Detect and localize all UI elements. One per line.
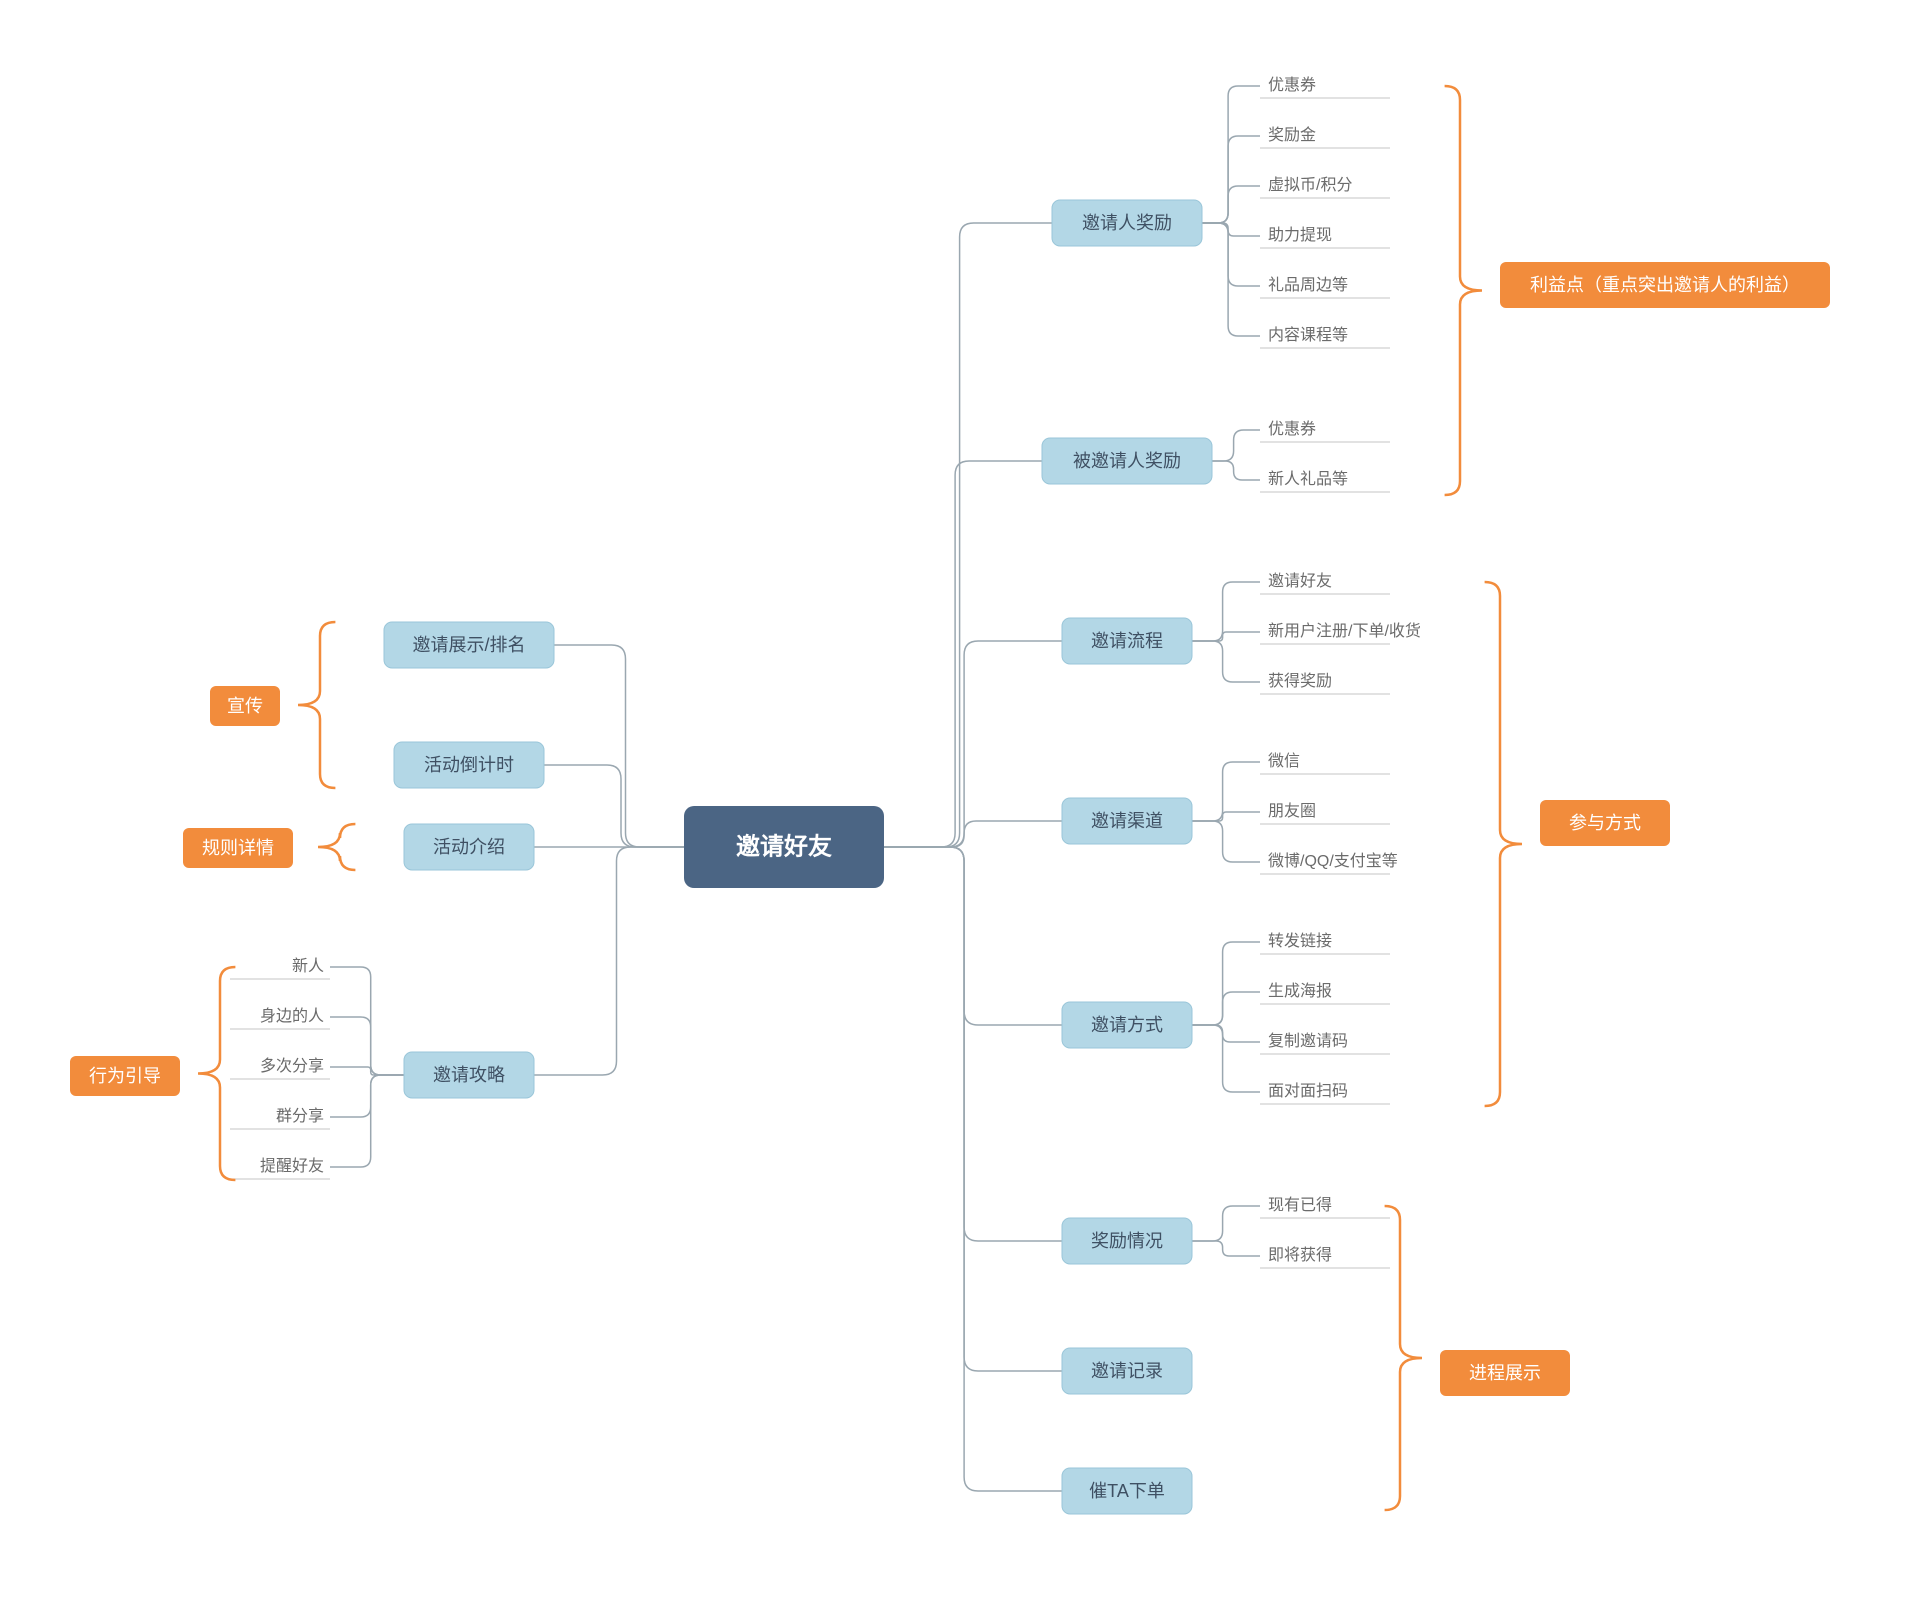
- leaf-label: 获得奖励: [1268, 672, 1332, 690]
- connector: [1192, 1241, 1260, 1256]
- leaf-label: 优惠券: [1268, 76, 1316, 94]
- brace: [1385, 1206, 1422, 1510]
- leaf-label: 新用户注册/下单/收货: [1268, 622, 1421, 640]
- node-label: 邀请流程: [1091, 631, 1163, 651]
- connector: [1192, 632, 1260, 641]
- connector: [330, 1075, 404, 1117]
- tag-label: 规则详情: [202, 838, 274, 858]
- tag-label: 参与方式: [1569, 813, 1641, 833]
- connector: [884, 461, 1042, 847]
- connector: [884, 847, 1062, 1491]
- leaf-label: 微信: [1268, 752, 1300, 770]
- connector: [534, 847, 684, 1075]
- node-label: 邀请攻略: [433, 1065, 505, 1085]
- leaf-label: 群分享: [276, 1107, 324, 1125]
- leaf-label: 提醒好友: [260, 1157, 324, 1175]
- connector: [884, 223, 1052, 847]
- connector: [1202, 136, 1260, 223]
- node-label: 邀请记录: [1091, 1361, 1163, 1381]
- connector: [1212, 461, 1260, 480]
- connector: [1202, 186, 1260, 223]
- connector: [884, 821, 1062, 847]
- leaf-label: 复制邀请码: [1268, 1032, 1348, 1050]
- leaf-label: 虚拟币/积分: [1268, 176, 1352, 194]
- tag-label: 行为引导: [89, 1066, 161, 1086]
- connector: [1212, 430, 1260, 461]
- connector: [1202, 223, 1260, 286]
- tag-label: 宣传: [227, 696, 263, 716]
- root-label: 邀请好友: [736, 833, 832, 860]
- connector: [1202, 223, 1260, 236]
- connector: [1192, 821, 1260, 862]
- leaf-label: 朋友圈: [1268, 802, 1316, 820]
- leaf-label: 身边的人: [260, 1007, 324, 1025]
- leaf-label: 新人: [292, 957, 324, 975]
- tag-label: 进程展示: [1469, 1363, 1541, 1383]
- connector: [1192, 942, 1260, 1025]
- leaf-label: 面对面扫码: [1268, 1082, 1348, 1100]
- connector: [1192, 992, 1260, 1025]
- leaf-label: 即将获得: [1268, 1246, 1332, 1264]
- connector: [1192, 1206, 1260, 1241]
- leaf-label: 转发链接: [1268, 932, 1332, 950]
- connector: [330, 967, 404, 1075]
- mindmap-svg: 优惠券奖励金虚拟币/积分助力提现礼品周边等内容课程等优惠券新人礼品等邀请好友新用…: [0, 0, 1920, 1615]
- node-label: 邀请渠道: [1091, 811, 1163, 831]
- leaf-label: 内容课程等: [1268, 326, 1348, 344]
- leaf-label: 新人礼品等: [1268, 470, 1348, 488]
- leaf-label: 现有已得: [1268, 1196, 1332, 1214]
- leaf-label: 优惠券: [1268, 420, 1316, 438]
- leaf-label: 奖励金: [1268, 126, 1316, 144]
- tag-label: 利益点（重点突出邀请人的利益）: [1530, 275, 1800, 295]
- connector: [884, 641, 1062, 847]
- leaf-label: 微博/QQ/支付宝等: [1268, 852, 1398, 870]
- connector: [330, 1067, 404, 1075]
- brace: [198, 967, 235, 1180]
- connector: [1202, 86, 1260, 223]
- connector: [1202, 223, 1260, 336]
- node-label: 邀请方式: [1091, 1015, 1163, 1035]
- node-label: 催TA下单: [1089, 1481, 1165, 1501]
- leaf-label: 多次分享: [260, 1057, 324, 1075]
- brace: [1445, 86, 1482, 495]
- connector: [884, 847, 1062, 1371]
- connector: [884, 847, 1062, 1241]
- brace: [298, 622, 335, 788]
- connector: [1192, 1025, 1260, 1042]
- connector: [1192, 812, 1260, 821]
- node-label: 活动倒计时: [424, 755, 514, 775]
- leaf-label: 邀请好友: [1268, 572, 1332, 590]
- connector: [884, 847, 1062, 1025]
- connector: [544, 765, 684, 847]
- node-label: 奖励情况: [1091, 1231, 1163, 1251]
- connector: [1192, 1025, 1260, 1092]
- leaf-label: 生成海报: [1268, 982, 1332, 1000]
- connector: [1192, 641, 1260, 682]
- node-label: 邀请人奖励: [1082, 213, 1172, 233]
- node-label: 被邀请人奖励: [1073, 451, 1181, 471]
- brace: [1485, 582, 1522, 1106]
- node-label: 邀请展示/排名: [412, 635, 525, 655]
- node-label: 活动介绍: [433, 837, 505, 857]
- leaf-label: 助力提现: [1268, 226, 1332, 244]
- leaf-label: 礼品周边等: [1268, 276, 1348, 294]
- brace: [318, 824, 355, 870]
- connector: [554, 645, 684, 847]
- connector: [330, 1075, 404, 1167]
